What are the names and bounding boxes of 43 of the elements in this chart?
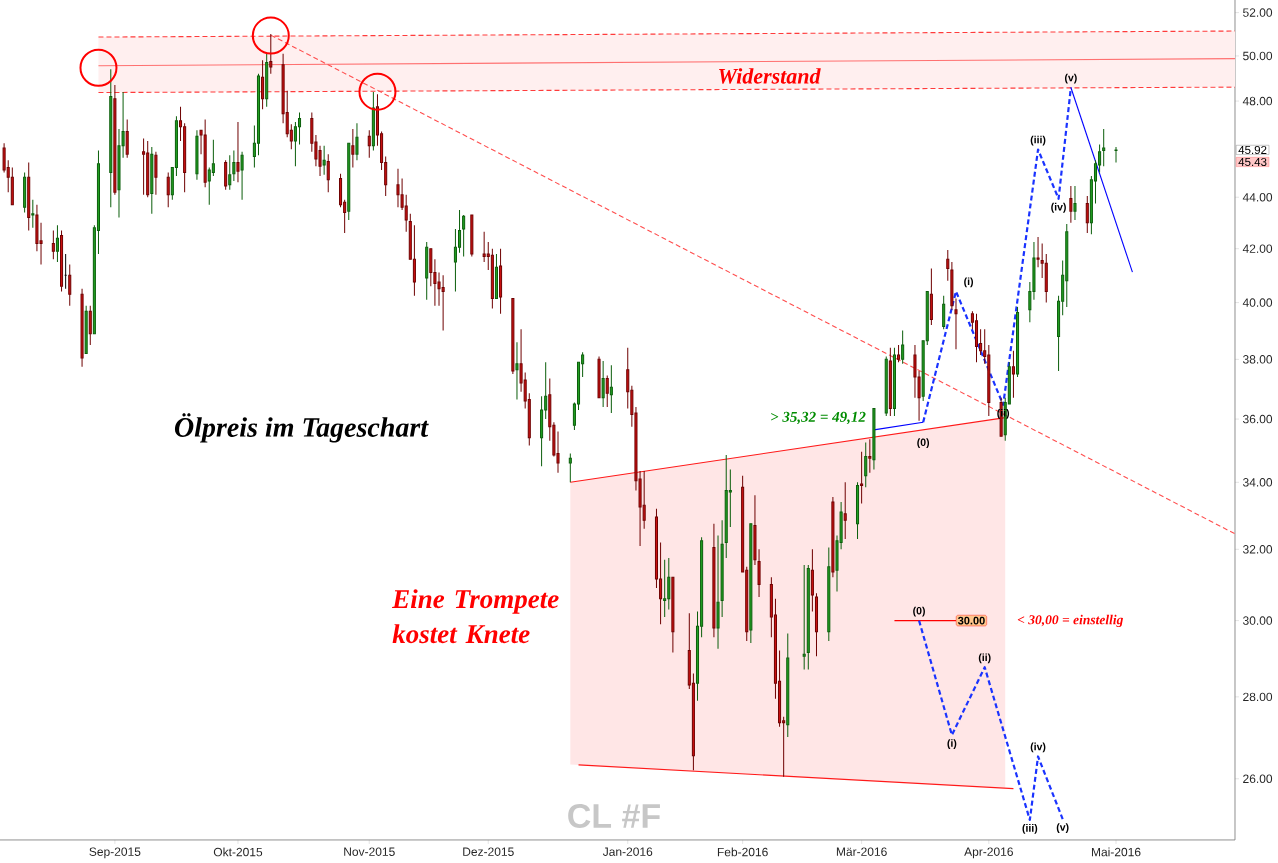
- y-tick-label: 52.00: [1243, 8, 1273, 17]
- x-tick-label: Dez-2015: [463, 847, 514, 856]
- y-tick-label: 50.00: [1243, 51, 1273, 61]
- annotation: (iv): [1051, 202, 1066, 213]
- annotation: (ii): [997, 408, 1010, 419]
- x-tick-label: Mär-2016: [836, 847, 887, 856]
- annotation: (ii): [978, 653, 991, 664]
- y-tick-label: 30.00: [1242, 616, 1273, 625]
- annotation: (i): [947, 739, 957, 749]
- annotation: (0): [913, 606, 925, 617]
- x-tick-label: Nov-2015: [344, 847, 395, 856]
- annotation: CL #F: [568, 803, 660, 828]
- annotation: (i): [964, 277, 974, 288]
- x-tick-label: Mai-2016: [1091, 847, 1141, 857]
- y-tick-label: 44.00: [1242, 193, 1273, 202]
- annotation: (v): [1056, 823, 1069, 833]
- y-tick-label: 40.00: [1242, 298, 1273, 307]
- annotation: (iv): [1030, 742, 1046, 753]
- y-tick-label: 34.00: [1242, 478, 1273, 487]
- annotation: (iii): [1030, 135, 1046, 146]
- data-label: 30.00: [957, 616, 985, 625]
- annotation: Widerstand: [718, 68, 821, 84]
- annotation: Eine Trompete kostet Knete: [392, 589, 559, 644]
- y-tick-label: 28.00: [1243, 692, 1273, 702]
- x-tick-label: Sep-2015: [89, 847, 141, 859]
- y-tick-label: 32.00: [1242, 545, 1273, 554]
- annotation: (0): [917, 438, 930, 449]
- text: 45.43: [1238, 157, 1267, 167]
- annotation: (iii): [1022, 824, 1038, 834]
- annotation: > 35,32 = 49,12: [771, 411, 866, 425]
- y-tick-label: 26.00: [1243, 774, 1273, 783]
- y-tick-label: 42.00: [1242, 244, 1273, 253]
- x-tick-label: Jan-2016: [602, 847, 653, 856]
- text: 45.92: [1238, 145, 1267, 155]
- text: Ölpreis im Tageschart: [174, 413, 429, 443]
- y-tick-label: 36.00: [1242, 414, 1273, 424]
- annotation: (v): [1064, 73, 1077, 84]
- annotation: < 30,00 = einstellig: [1017, 614, 1123, 628]
- y-tick-label: 48.00: [1242, 96, 1273, 106]
- x-tick-label: Okt-2015: [213, 847, 263, 857]
- x-tick-label: Apr-2016: [964, 847, 1013, 859]
- y-tick-label: 38.00: [1242, 355, 1273, 364]
- x-tick-label: Feb-2016: [717, 847, 768, 857]
